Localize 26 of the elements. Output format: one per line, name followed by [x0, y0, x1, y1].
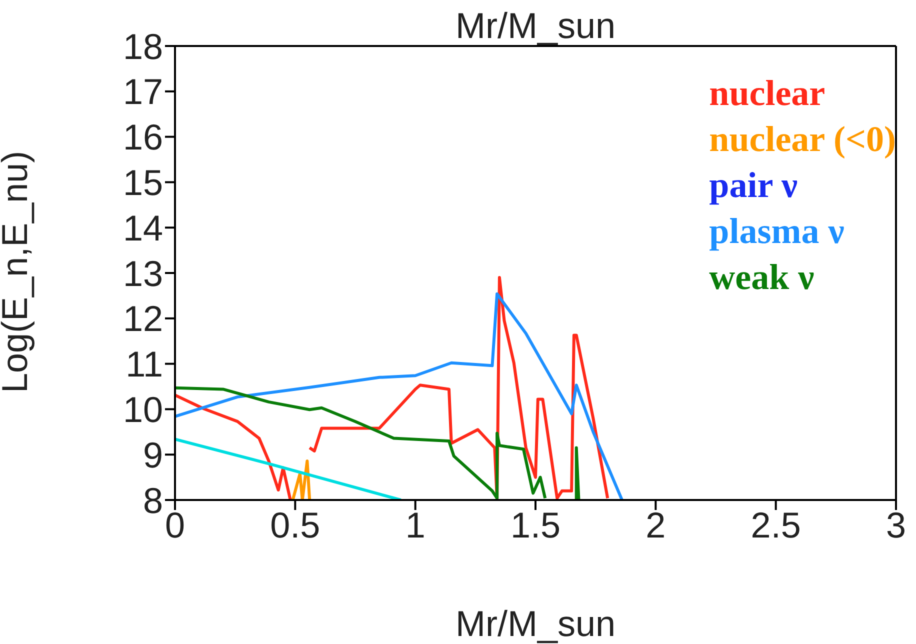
x-tick-label: 1	[405, 504, 426, 546]
y-tick-label: 15	[122, 162, 163, 203]
legend-label: pair ν	[709, 164, 799, 207]
y-tick-label: 17	[122, 71, 163, 112]
y-tick-label: 13	[122, 252, 163, 294]
y-tick-label: 16	[122, 116, 163, 158]
y-tick-label: 10	[122, 388, 163, 430]
x-tick-label: 3	[886, 504, 906, 546]
text: nuclear (<0)	[709, 118, 896, 161]
y-tick-label: 14	[122, 207, 163, 248]
y-axis-title: Log(E_n,E_nu)	[0, 150, 35, 393]
y-tick-label: 9	[142, 434, 163, 476]
y-tick-label: 18	[122, 26, 163, 67]
x-tick-label: 2	[646, 504, 666, 546]
x2-axis-title: Mr/M_sun	[455, 5, 616, 46]
x-tick-label: 0	[164, 504, 186, 546]
y-tick-label: 11	[126, 344, 163, 385]
text: weak ν	[709, 256, 816, 299]
x-tick-label: 1.5	[510, 504, 561, 546]
text: plasma ν	[709, 210, 846, 253]
text: nuclear	[709, 72, 826, 115]
x-axis-title: Mr/M_sun	[455, 603, 616, 644]
x-tick-label: 2.5	[750, 504, 801, 546]
y-tick-label: 8	[142, 480, 163, 521]
y-tick-label: 12	[122, 298, 163, 340]
x-tick-label: 0.5	[270, 504, 320, 546]
